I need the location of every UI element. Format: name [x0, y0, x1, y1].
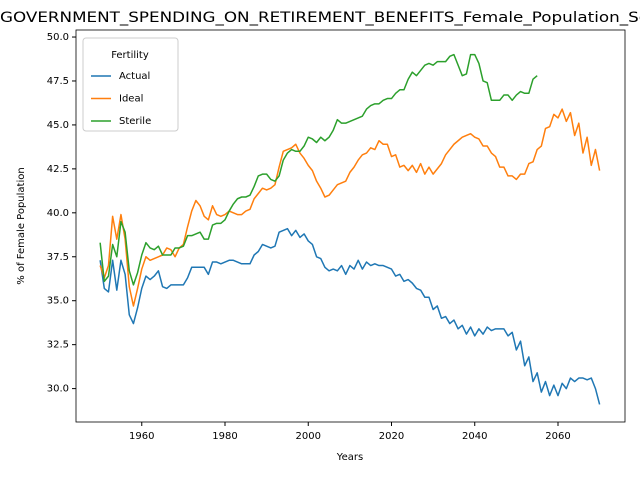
y-tick-label: 47.5: [47, 76, 69, 87]
legend-title: Fertility: [111, 50, 149, 61]
y-tick-label: 35.0: [47, 296, 69, 307]
plot-frame: [75, 29, 626, 423]
y-tick-label: 50.0: [47, 32, 69, 43]
y-tick-label: 40.0: [47, 208, 69, 219]
x-tick-label: 1960: [129, 431, 154, 442]
y-tick-label: 30.0: [47, 384, 69, 395]
x-tick-label: 1980: [212, 431, 237, 442]
legend-label: Sterile: [119, 116, 151, 127]
x-axis-label: Years: [336, 452, 363, 463]
x-tick-label: 2000: [296, 431, 321, 442]
chart-title: GOVERNMENT_SPENDING_ON_RETIREMENT_BENEFI…: [0, 10, 640, 26]
y-tick-label: 42.5: [47, 164, 69, 175]
x-tick-label: 2040: [462, 431, 487, 442]
legend-box: [82, 37, 179, 132]
x-tick-label: 2060: [545, 431, 570, 442]
legend-label: Actual: [119, 71, 150, 82]
y-tick-label: 32.5: [47, 340, 69, 351]
legend-label: Ideal: [119, 94, 143, 105]
data-line: [99, 227, 601, 405]
y-tick-label: 45.0: [47, 120, 69, 131]
x-tick-label: 2020: [379, 431, 404, 442]
data-line: [99, 53, 538, 286]
y-axis-label: % of Female Population: [16, 167, 27, 284]
y-tick-label: 37.5: [47, 252, 69, 263]
